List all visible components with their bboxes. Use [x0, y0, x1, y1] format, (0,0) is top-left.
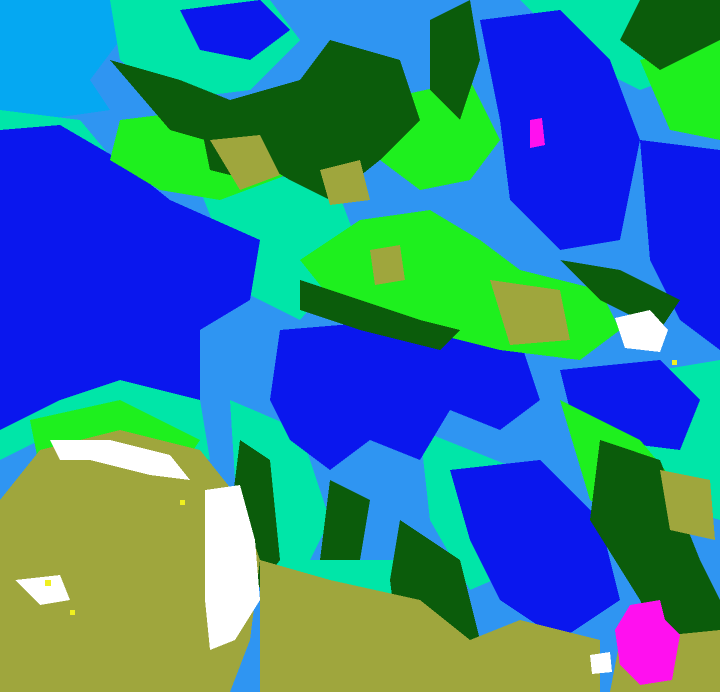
sky-region [0, 0, 120, 120]
magenta-regions [530, 118, 680, 685]
white-regions [15, 310, 668, 674]
olive-regions [0, 135, 720, 692]
yellow-specks [45, 360, 677, 615]
dark-green-regions [110, 0, 720, 692]
deep-blue-regions [0, 0, 720, 640]
